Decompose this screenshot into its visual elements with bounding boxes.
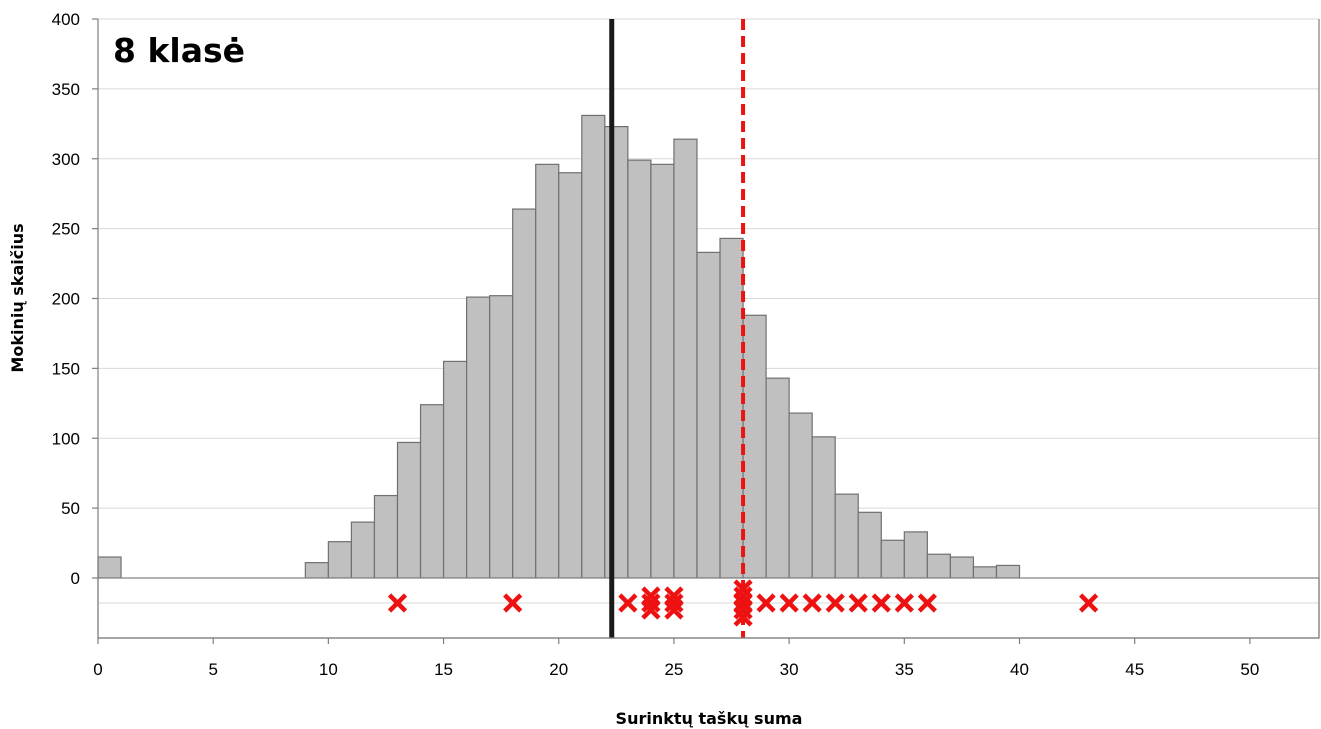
marker-x bbox=[641, 586, 661, 606]
y-tick-label: 0 bbox=[71, 569, 80, 588]
histogram-bar bbox=[926, 553, 951, 579]
histogram-bar bbox=[373, 494, 399, 579]
histogram-bar bbox=[558, 172, 583, 579]
marker-x bbox=[641, 593, 661, 613]
histogram-bar bbox=[719, 237, 744, 579]
y-tick-label: 100 bbox=[52, 429, 80, 448]
histogram-bar bbox=[857, 511, 882, 579]
histogram-bar bbox=[627, 159, 652, 579]
histogram-bar bbox=[949, 556, 975, 579]
histogram-bar bbox=[834, 493, 859, 579]
marker-x bbox=[894, 593, 914, 613]
histogram-bar bbox=[788, 412, 813, 579]
histogram-bar bbox=[650, 163, 675, 579]
histogram-bar bbox=[466, 296, 491, 579]
x-tick-label: 35 bbox=[895, 660, 914, 679]
x-tick-label: 45 bbox=[1125, 660, 1144, 679]
histogram-bar bbox=[512, 208, 537, 579]
marker-x bbox=[664, 586, 684, 606]
histogram-bar bbox=[742, 314, 767, 579]
marker-x bbox=[733, 600, 753, 620]
marker-x bbox=[664, 593, 684, 613]
histogram-bar bbox=[880, 539, 905, 579]
histogram-bar bbox=[673, 138, 698, 579]
y-tick-label: 150 bbox=[52, 359, 80, 378]
marker-x bbox=[802, 593, 822, 613]
marker-x bbox=[733, 586, 753, 606]
marker-x bbox=[917, 593, 937, 613]
histogram-bar bbox=[350, 521, 376, 579]
chart-title: 8 klasė bbox=[113, 31, 245, 70]
tick-labels: 0 50 100 150 200 250 300 350 400 0 5 10 15 20 25 30 35 40… bbox=[52, 10, 1260, 679]
marker-x bbox=[779, 593, 799, 613]
histogram-bar bbox=[696, 251, 721, 579]
histogram-bar bbox=[581, 114, 606, 579]
x-tick-label: 15 bbox=[434, 660, 453, 679]
x-tick-label: 10 bbox=[319, 660, 338, 679]
y-tick-label: 250 bbox=[52, 220, 80, 239]
histogram-bar bbox=[327, 541, 353, 579]
marker-x bbox=[756, 593, 776, 613]
marker-x bbox=[503, 593, 523, 613]
y-tick-label: 400 bbox=[52, 10, 80, 29]
y-tick-label: 50 bbox=[61, 499, 80, 518]
histogram-bar bbox=[97, 556, 122, 579]
histogram-bar bbox=[811, 436, 836, 579]
x-tick-label: 30 bbox=[780, 660, 799, 679]
histogram-bar bbox=[535, 163, 560, 579]
marker-x bbox=[1079, 593, 1099, 613]
histogram-bar bbox=[972, 566, 998, 579]
marker-x bbox=[825, 593, 845, 613]
histogram-bar bbox=[903, 531, 928, 579]
histogram-bar bbox=[396, 441, 422, 579]
y-tick-label: 200 bbox=[52, 290, 80, 309]
histogram-bar bbox=[419, 404, 445, 579]
axes bbox=[92, 18, 1320, 644]
marker-x bbox=[871, 593, 891, 613]
histogram-bar bbox=[995, 564, 1021, 579]
histogram-bar bbox=[765, 377, 790, 579]
x-axis-title: Surinktų taškų suma bbox=[616, 709, 803, 728]
y-axis-title: Mokinių skaičius bbox=[8, 223, 27, 372]
x-tick-label: 25 bbox=[664, 660, 683, 679]
y-tick-label: 300 bbox=[52, 150, 80, 169]
histogram-bar bbox=[442, 360, 468, 579]
marker-x bbox=[848, 593, 868, 613]
x-tick-label: 40 bbox=[1010, 660, 1029, 679]
histogram-bar bbox=[304, 562, 329, 579]
x-tick-label: 20 bbox=[549, 660, 568, 679]
marker-strip-frame bbox=[97, 577, 1320, 639]
x-tick-label: 5 bbox=[208, 660, 217, 679]
marker-strip bbox=[97, 577, 1320, 639]
histogram-bar bbox=[489, 295, 514, 579]
x-tick-label: 0 bbox=[93, 660, 102, 679]
y-tick-label: 350 bbox=[52, 80, 80, 99]
marker-x bbox=[387, 593, 408, 613]
reference-lines bbox=[609, 19, 746, 638]
marker-x bbox=[664, 600, 684, 620]
marker-x bbox=[618, 593, 638, 613]
x-tick-label: 50 bbox=[1240, 660, 1259, 679]
marker-x bbox=[641, 600, 661, 620]
histogram-bar bbox=[604, 126, 629, 579]
